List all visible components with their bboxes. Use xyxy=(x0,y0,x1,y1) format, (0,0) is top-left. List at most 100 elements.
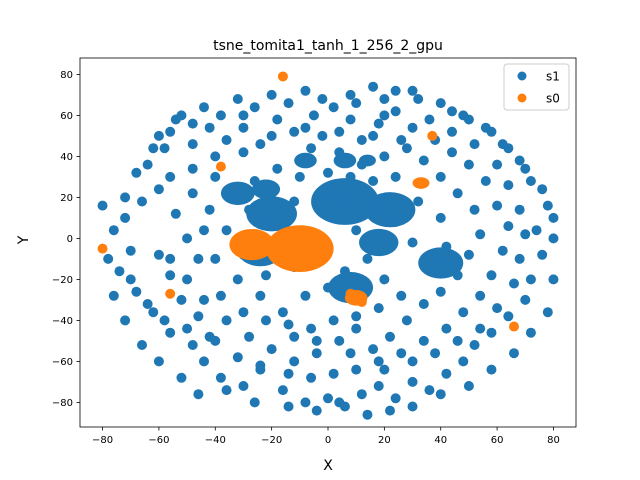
point-s1 xyxy=(306,372,317,383)
point-s1 xyxy=(114,266,125,277)
point-s1 xyxy=(356,135,367,145)
x-tick-label: 80 xyxy=(547,435,560,446)
x-tick-label: 40 xyxy=(434,435,447,446)
point-s0 xyxy=(215,161,226,172)
point-s1 xyxy=(272,114,283,125)
point-s1 xyxy=(345,171,356,182)
point-s1 xyxy=(492,200,503,211)
point-s1 xyxy=(396,290,407,301)
point-s1 xyxy=(503,143,514,154)
point-s1 xyxy=(300,290,311,301)
point-s1 xyxy=(441,323,452,334)
point-s1 xyxy=(339,266,350,277)
point-s1 xyxy=(221,385,232,396)
y-tick-label: 40 xyxy=(60,152,73,163)
point-s1 xyxy=(497,245,508,256)
point-s1 xyxy=(537,249,548,260)
point-s1 xyxy=(283,401,294,412)
point-s1 xyxy=(447,147,457,158)
point-s1 xyxy=(418,155,429,166)
point-s1 xyxy=(441,368,452,379)
point-s1 xyxy=(255,139,266,150)
point-s1 xyxy=(385,405,395,416)
point-s1 xyxy=(520,163,531,174)
point-s1 xyxy=(424,385,435,396)
point-s1 xyxy=(548,274,559,285)
point-s1 xyxy=(401,315,412,326)
point-s1 xyxy=(311,348,322,359)
point-s1 xyxy=(401,143,412,154)
point-s1 xyxy=(120,212,131,223)
point-s1 xyxy=(215,290,226,301)
x-tick-label: 60 xyxy=(491,435,504,446)
point-s1 xyxy=(463,159,474,170)
point-s1 xyxy=(525,176,536,186)
point-s1 xyxy=(249,102,260,113)
point-s1 xyxy=(514,253,525,264)
point-s1 xyxy=(131,167,142,178)
point-s1 xyxy=(463,114,474,125)
point-s1 xyxy=(148,143,159,154)
point-s1 xyxy=(187,118,198,129)
point-s1 xyxy=(469,340,480,350)
point-s1 xyxy=(368,344,379,355)
point-s1 xyxy=(486,364,497,375)
point-s1 xyxy=(306,143,317,154)
x-tick-label: −40 xyxy=(205,435,226,446)
point-s1 xyxy=(137,196,147,207)
point-s1 xyxy=(435,212,446,223)
point-s1 xyxy=(204,122,215,133)
point-s1 xyxy=(193,311,204,322)
point-s1 xyxy=(148,307,159,318)
point-s1 xyxy=(176,372,187,383)
point-s1 xyxy=(441,241,452,252)
y-tick-label: 20 xyxy=(60,193,73,204)
series-s0 xyxy=(97,71,519,332)
point-s1 xyxy=(238,110,249,121)
point-s1 xyxy=(317,192,328,203)
point-s1 xyxy=(153,356,164,367)
point-s1 xyxy=(182,274,193,285)
point-s1 xyxy=(308,110,319,121)
cluster-s1 xyxy=(294,152,317,169)
point-s1 xyxy=(187,188,198,199)
point-s1 xyxy=(108,290,119,301)
point-s1 xyxy=(435,171,446,182)
y-tick-label: −60 xyxy=(52,357,73,368)
legend-marker-s0 xyxy=(517,93,527,103)
point-s1 xyxy=(525,327,536,338)
chart-title: tsne_tomita1_tanh_1_256_2_gpu xyxy=(213,38,443,54)
point-s0 xyxy=(427,130,438,141)
point-s1 xyxy=(210,253,221,264)
point-s1 xyxy=(238,381,249,391)
point-s1 xyxy=(475,323,486,334)
point-s1 xyxy=(413,196,424,207)
x-tick-label: −60 xyxy=(148,435,169,446)
point-s1 xyxy=(317,130,328,141)
point-s1 xyxy=(463,249,474,260)
cluster-s1 xyxy=(359,228,399,257)
point-s1 xyxy=(345,348,356,359)
point-s1 xyxy=(362,253,373,264)
point-s1 xyxy=(407,85,418,96)
point-s1 xyxy=(334,126,345,137)
point-s1 xyxy=(199,102,209,113)
point-s1 xyxy=(458,307,469,318)
cluster-s0 xyxy=(229,228,275,261)
point-s1 xyxy=(368,81,379,92)
point-s1 xyxy=(300,85,311,96)
point-s1 xyxy=(520,294,531,305)
point-s1 xyxy=(227,188,238,199)
legend: s1 s0 xyxy=(503,63,570,111)
point-s0 xyxy=(277,71,288,82)
point-s1 xyxy=(193,253,204,264)
point-s1 xyxy=(249,397,260,408)
point-s1 xyxy=(452,270,463,281)
point-s1 xyxy=(187,340,198,350)
point-s1 xyxy=(351,98,362,109)
point-s1 xyxy=(323,282,333,293)
point-s1 xyxy=(379,94,390,104)
point-s1 xyxy=(424,114,435,125)
point-s1 xyxy=(215,372,226,383)
point-s1 xyxy=(486,270,497,281)
